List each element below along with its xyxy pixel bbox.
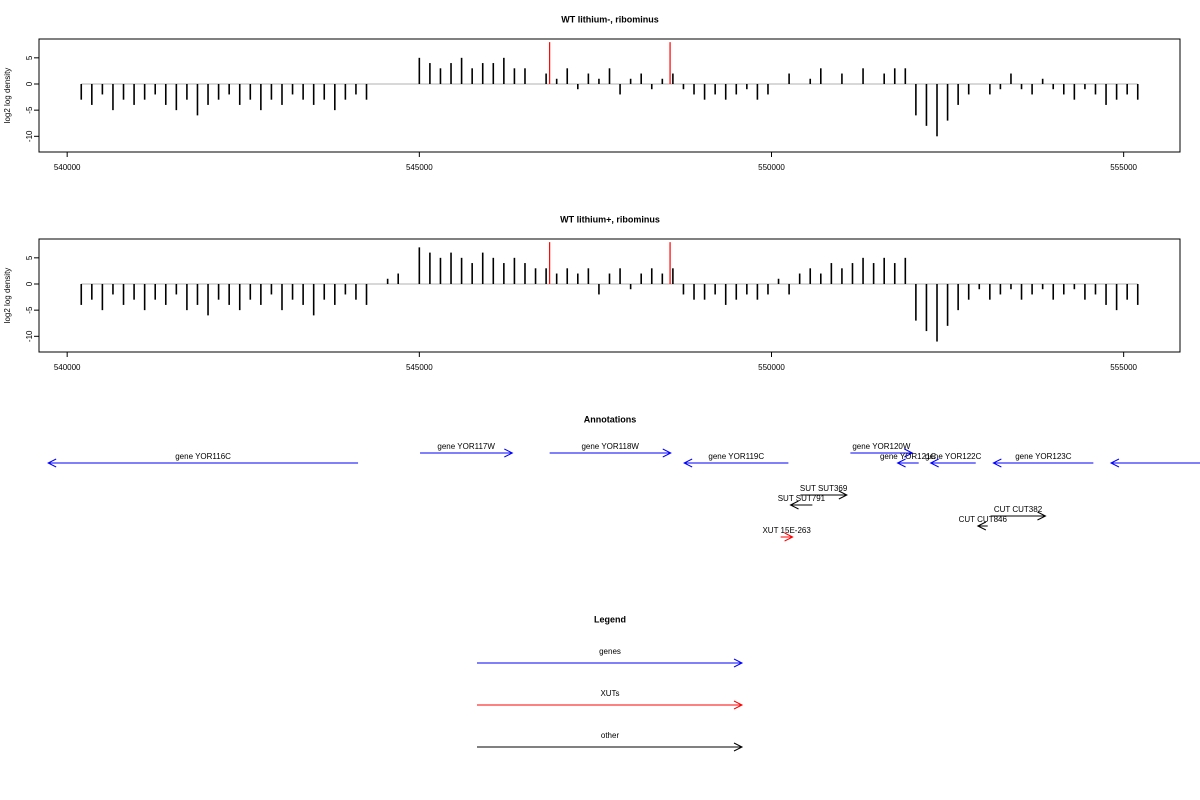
feature-arrow-part <box>789 500 799 510</box>
feature-arrow <box>850 448 914 458</box>
feature-arrow-part <box>992 458 1002 468</box>
x-tick-label: 540000 <box>54 163 81 172</box>
feature-label: SUT SUT791 <box>778 494 826 503</box>
feature-arrow <box>992 458 1094 468</box>
legend-arrow-part <box>733 742 744 752</box>
feature-arrow <box>780 532 794 542</box>
feature-arrow-part <box>47 458 57 468</box>
feature-arrow <box>420 448 514 458</box>
x-tick-label: 550000 <box>758 363 785 372</box>
panel-title: WT lithium+, ribominus <box>560 214 660 224</box>
legend-label: XUTs <box>600 689 619 698</box>
x-tick-label: 540000 <box>54 363 81 372</box>
x-tick-label: 555000 <box>1110 363 1137 372</box>
plot-box <box>38 238 1181 353</box>
feature-label: gene YOR122C <box>925 452 982 461</box>
feature-arrow <box>549 448 672 458</box>
feature-label: gene YOR118W <box>581 442 639 451</box>
y-tick-label: 5 <box>25 255 34 260</box>
feature-arrow-part <box>683 458 693 468</box>
feature-label: gene YOR119C <box>708 452 764 461</box>
annotations-title: Annotations <box>584 414 637 424</box>
feature-arrow <box>47 458 359 468</box>
feature-arrow <box>990 511 1047 521</box>
feature-label: gene YOR116C <box>175 452 231 461</box>
y-tick-label: -5 <box>25 306 34 314</box>
feature-label: CUT CUT382 <box>994 505 1043 514</box>
feature-label: CUT CUT846 <box>959 515 1008 524</box>
y-tick-label: 0 <box>25 81 34 86</box>
legend-label: genes <box>599 647 621 656</box>
legend-arrow <box>477 658 744 668</box>
feature-arrow-part <box>504 448 514 458</box>
panel-title: WT lithium-, ribominus <box>561 14 659 24</box>
legend-arrow-part <box>733 700 744 710</box>
legend-title: Legend <box>594 614 626 624</box>
feature-arrow <box>929 458 976 468</box>
feature-arrow-part <box>896 458 906 468</box>
legend-arrow <box>477 742 744 752</box>
plot-box <box>38 38 1181 153</box>
feature-arrow-part <box>838 490 848 500</box>
legend-arrow-part <box>733 658 744 668</box>
feature-label: gene YOR117W <box>437 442 495 451</box>
y-tick-label: 0 <box>25 281 34 286</box>
legend-label: other <box>601 731 620 740</box>
feature-arrow-part <box>662 448 672 458</box>
feature-label: gene YOR120W <box>852 442 911 451</box>
feature-arrow-part <box>1109 458 1120 468</box>
legend-arrow <box>477 700 744 710</box>
feature-arrow <box>1109 458 1200 468</box>
feature-label: gene YOR123C <box>1015 452 1072 461</box>
feature-arrow-part <box>929 458 939 468</box>
y-axis-label: log2 log density <box>3 68 12 124</box>
feature-arrow-part <box>904 448 914 458</box>
feature-arrow <box>976 521 988 531</box>
y-axis-label: log2 log density <box>3 268 12 324</box>
feature-label: gene YOR121C <box>880 452 937 461</box>
feature-arrow-part <box>976 521 987 531</box>
feature-label: XUT 15E-263 <box>762 526 811 535</box>
feature-arrow <box>789 500 813 510</box>
y-tick-label: -10 <box>25 130 34 142</box>
y-tick-label: 5 <box>25 55 34 60</box>
x-tick-label: 555000 <box>1110 163 1137 172</box>
feature-arrow-part <box>1037 511 1047 521</box>
x-tick-label: 545000 <box>406 363 433 372</box>
feature-arrow <box>896 458 919 468</box>
y-tick-label: -10 <box>25 330 34 342</box>
feature-arrow <box>800 490 848 500</box>
y-tick-label: -5 <box>25 106 34 114</box>
x-tick-label: 550000 <box>758 163 785 172</box>
feature-arrow <box>683 458 789 468</box>
feature-arrow-part <box>784 532 794 542</box>
feature-label: SUT SUT369 <box>800 484 848 493</box>
x-tick-label: 545000 <box>406 163 433 172</box>
